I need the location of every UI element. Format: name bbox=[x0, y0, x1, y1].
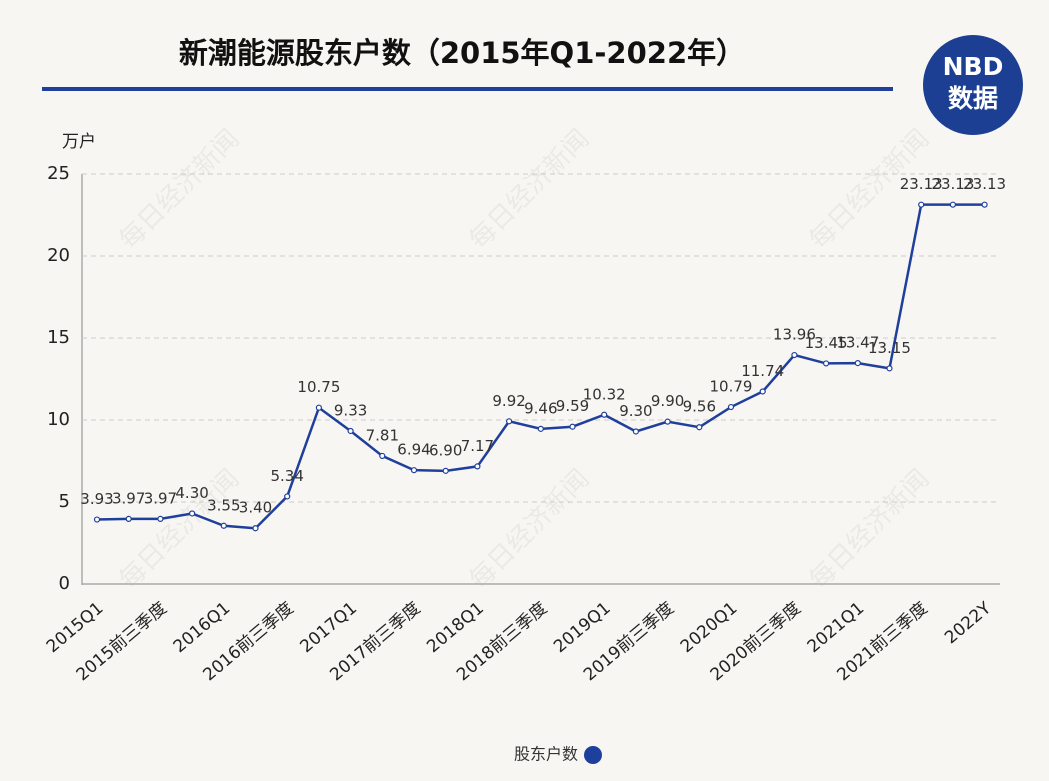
point bbox=[791, 351, 798, 359]
data-label: 10.32 bbox=[583, 385, 626, 403]
point bbox=[886, 365, 893, 372]
point bbox=[727, 403, 735, 411]
data-label: 9.46 bbox=[524, 399, 557, 417]
point bbox=[601, 411, 608, 418]
point bbox=[759, 388, 766, 395]
point bbox=[252, 525, 259, 532]
data-label: 13.47 bbox=[836, 334, 879, 352]
point bbox=[410, 467, 418, 474]
y-unit: 万户 bbox=[62, 132, 96, 152]
data-label: 10.75 bbox=[297, 378, 340, 396]
data-label: 23.13 bbox=[963, 175, 1006, 193]
y-tick-label: 20 bbox=[47, 245, 70, 266]
point bbox=[379, 452, 386, 460]
data-label: 3.40 bbox=[239, 499, 272, 517]
point bbox=[347, 427, 354, 435]
y-tick-label: 5 bbox=[59, 491, 70, 512]
data-label: 7.81 bbox=[366, 426, 399, 444]
logo bbox=[923, 35, 1023, 135]
point bbox=[822, 360, 830, 367]
data-label: 23.13 bbox=[931, 175, 974, 193]
y-tick-label: 0 bbox=[59, 573, 70, 594]
point bbox=[696, 424, 703, 431]
y-tick-label: 25 bbox=[47, 163, 70, 184]
chart-title: 新潮能源股东户数（2015年Q1-2022年） bbox=[179, 36, 745, 70]
point bbox=[189, 510, 196, 517]
data-label: 13.45 bbox=[805, 334, 848, 352]
point bbox=[93, 516, 101, 523]
data-label: 9.92 bbox=[492, 392, 525, 410]
watermark: 每日经济新闻 bbox=[464, 124, 596, 256]
point bbox=[474, 463, 481, 470]
data-label: 13.15 bbox=[868, 339, 911, 357]
point bbox=[854, 359, 861, 367]
x-tick-label: 2022Y bbox=[941, 598, 995, 648]
point bbox=[632, 428, 640, 435]
point bbox=[664, 418, 671, 425]
point bbox=[315, 404, 322, 411]
legend-swatch bbox=[584, 746, 602, 764]
data-label: 9.56 bbox=[683, 398, 716, 416]
title-rule bbox=[42, 87, 893, 91]
point bbox=[442, 467, 449, 474]
y-tick-label: 15 bbox=[47, 327, 70, 348]
point bbox=[220, 522, 227, 529]
point bbox=[284, 493, 291, 500]
data-label: 3.55 bbox=[207, 496, 240, 514]
watermark: 每日经济新闻 bbox=[464, 464, 596, 596]
data-label: 11.74 bbox=[741, 362, 784, 380]
point bbox=[125, 515, 132, 522]
data-label: 3.97 bbox=[112, 489, 145, 507]
data-label: 6.90 bbox=[429, 441, 462, 459]
watermark: 每日经济新闻 bbox=[114, 124, 246, 256]
point bbox=[157, 515, 164, 522]
data-label: 3.97 bbox=[144, 489, 177, 507]
y-tick-label: 10 bbox=[47, 409, 70, 430]
data-label: 6.94 bbox=[397, 441, 430, 459]
data-label: 13.96 bbox=[773, 326, 816, 344]
data-label: 4.30 bbox=[175, 484, 208, 502]
point bbox=[569, 423, 576, 430]
point bbox=[537, 425, 544, 432]
legend-label: 股东户数 bbox=[514, 745, 578, 764]
data-label: 9.30 bbox=[619, 402, 652, 420]
data-label: 7.17 bbox=[461, 437, 494, 455]
data-label: 9.33 bbox=[334, 401, 367, 419]
logo-text: 数据 bbox=[948, 84, 998, 113]
data-label: 9.59 bbox=[556, 397, 589, 415]
data-label: 5.34 bbox=[270, 467, 303, 485]
point bbox=[506, 418, 513, 425]
data-label: 10.79 bbox=[710, 378, 753, 396]
logo-text: NBD bbox=[943, 52, 1004, 81]
data-label: 9.90 bbox=[651, 392, 684, 410]
watermark: 每日经济新闻 bbox=[804, 464, 936, 596]
point bbox=[981, 201, 988, 208]
point bbox=[918, 201, 925, 208]
data-label: 3.93 bbox=[80, 490, 113, 508]
data-label: 23.13 bbox=[900, 175, 943, 193]
point bbox=[949, 201, 957, 208]
